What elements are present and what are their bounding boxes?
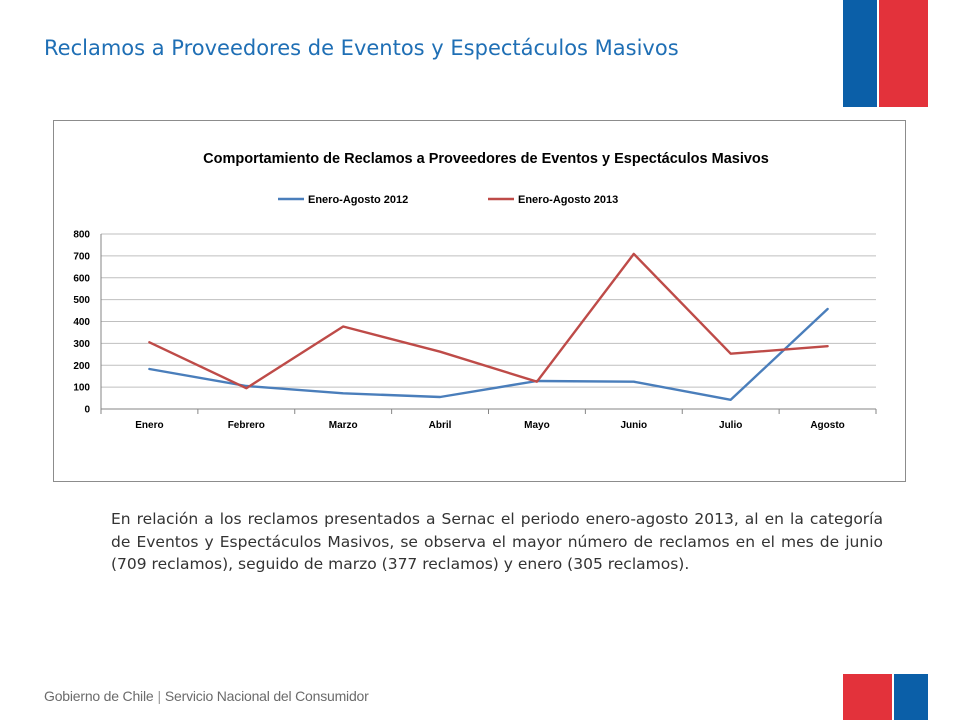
y-tick-label: 400 (73, 317, 90, 328)
y-tick-label: 200 (73, 361, 90, 372)
x-tick-label: Agosto (810, 420, 844, 431)
chart-frame: Comportamiento de Reclamos a Proveedores… (53, 120, 906, 482)
x-tick-label: Febrero (228, 420, 265, 431)
x-tick-label: Julio (719, 420, 742, 431)
series-line-2 (148, 252, 829, 390)
y-tick-label: 0 (84, 405, 90, 416)
footer-agency: Servicio Nacional del Consumidor (164, 688, 369, 704)
slide-title: Reclamos a Proveedores de Eventos y Espe… (44, 36, 679, 60)
y-tick-label: 100 (73, 383, 90, 394)
x-tick-label: Enero (135, 420, 163, 431)
y-tick-label: 300 (73, 339, 90, 350)
series-line-1 (148, 307, 829, 401)
legend-label: Enero-Agosto 2012 (308, 194, 408, 206)
line-chart: Comportamiento de Reclamos a Proveedores… (73, 151, 877, 431)
y-tick-label: 500 (73, 295, 90, 306)
x-tick-label: Junio (620, 420, 647, 431)
legend-label: Enero-Agosto 2013 (518, 194, 618, 206)
flag-logo-bottom (843, 674, 928, 720)
description-paragraph: En relación a los reclamos presentados a… (111, 510, 883, 573)
footer-government: Gobierno de Chile (44, 688, 154, 704)
x-tick-label: Mayo (524, 420, 550, 431)
x-tick-label: Abril (429, 420, 452, 431)
footer-separator: | (157, 688, 161, 704)
flag-logo-top (843, 0, 928, 107)
y-tick-label: 800 (73, 230, 90, 241)
y-tick-label: 600 (73, 273, 90, 284)
chart-title: Comportamiento de Reclamos a Proveedores… (203, 151, 769, 167)
footer-text: Gobierno de Chile | Servicio Nacional del … (44, 688, 369, 704)
y-tick-label: 700 (73, 251, 90, 262)
x-tick-label: Marzo (329, 420, 358, 431)
